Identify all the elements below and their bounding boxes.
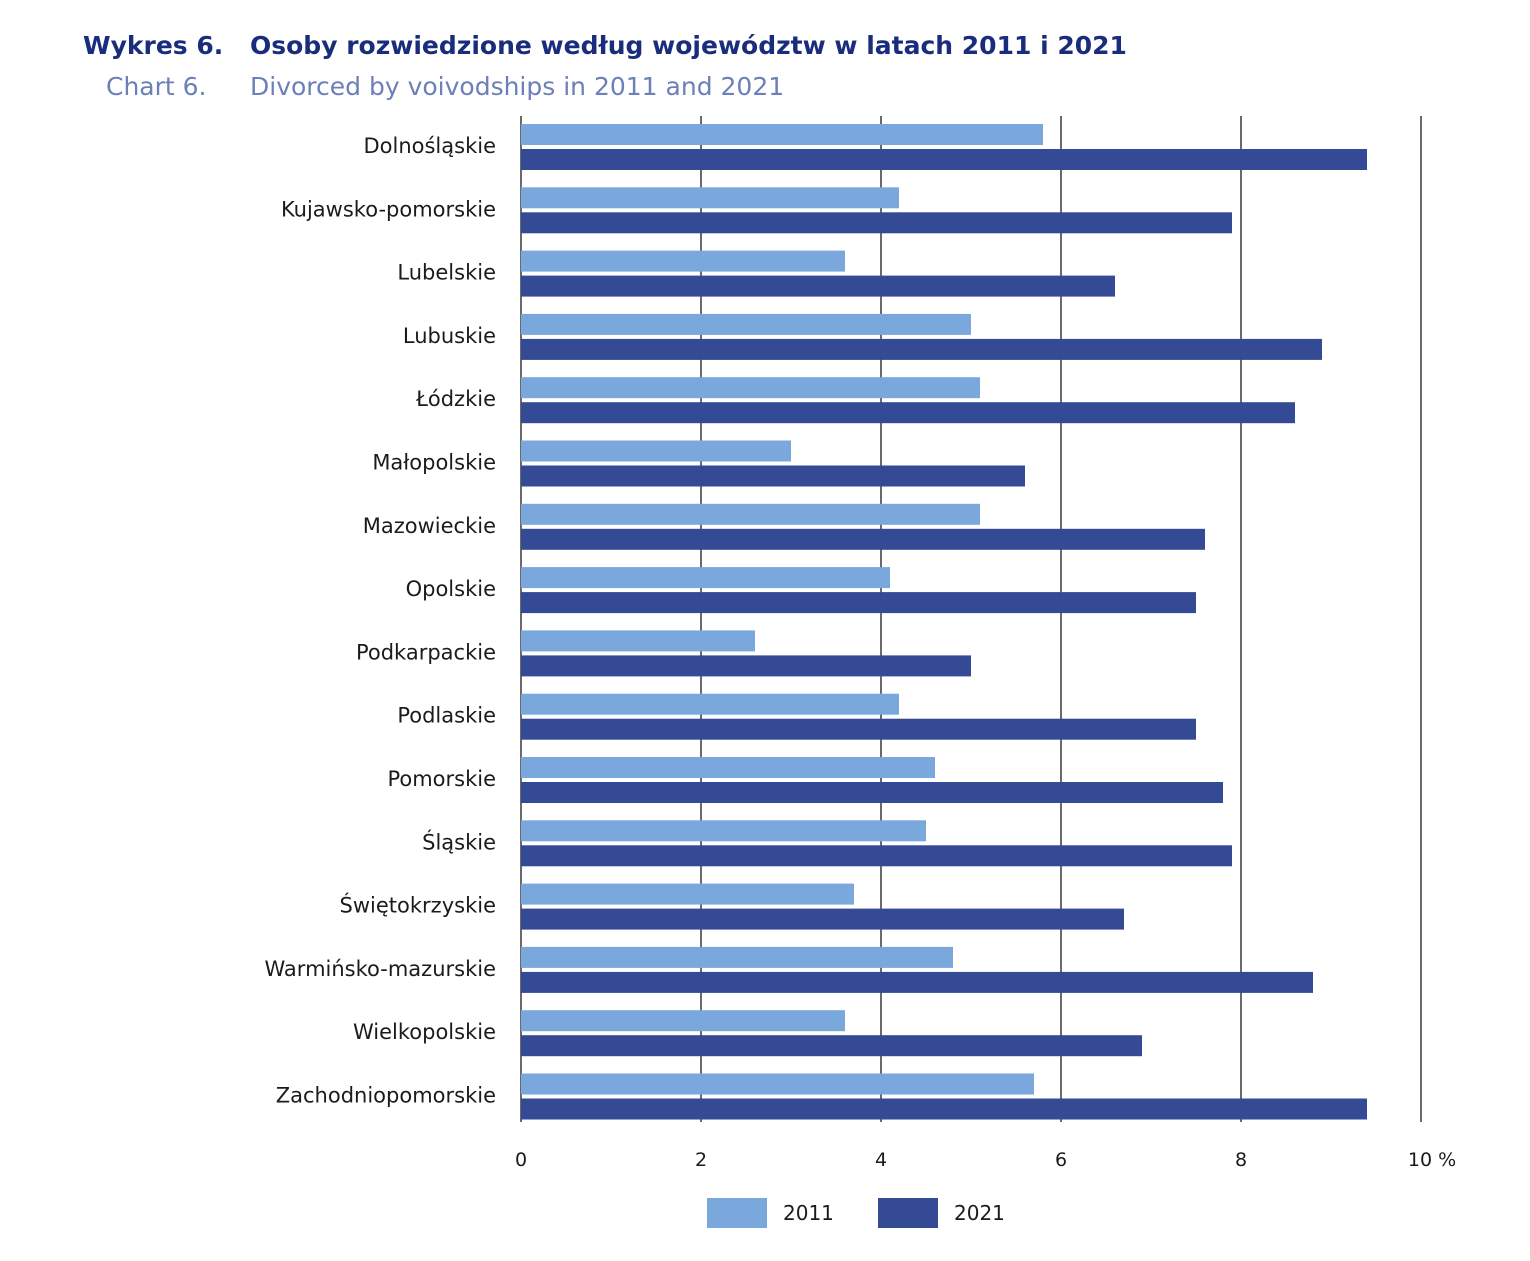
- bar-zachodniopomorskie-2021: [521, 1098, 1367, 1120]
- x-tick-label-2: 4: [875, 1149, 887, 1171]
- bar-lubelskie-2011: [521, 250, 845, 272]
- bar-dolnoslaskie-2011: [521, 124, 1043, 145]
- bar-warminsko-mazurskie-2011: [521, 946, 953, 968]
- bar-kujawsko-pomorskie-2011: [521, 187, 899, 209]
- bar-opolskie-2011: [521, 567, 890, 589]
- bar-podlaskie-2021: [521, 718, 1196, 740]
- category-label-mazowieckie: Mazowieckie: [363, 514, 496, 538]
- bars: [521, 124, 1367, 1120]
- bar-lubuskie-2021: [521, 338, 1322, 360]
- bar-lubuskie-2011: [521, 313, 971, 335]
- x-tick-label-0: 0: [515, 1149, 527, 1171]
- bar-malopolskie-2021: [521, 465, 1025, 487]
- x-axis-ticks: 0 2 4 6 8 10 %: [515, 1149, 1456, 1171]
- bar-opolskie-2021: [521, 592, 1196, 614]
- bar-warminsko-mazurskie-2021: [521, 971, 1313, 993]
- bar-slaskie-2011: [521, 820, 926, 842]
- bar-slaskie-2021: [521, 845, 1232, 867]
- category-label-podlaskie: Podlaskie: [397, 704, 496, 728]
- x-tick-label-5: 10 %: [1408, 1149, 1456, 1171]
- legend-swatch-2021: [878, 1198, 938, 1228]
- category-label-lubuskie: Lubuskie: [403, 324, 496, 348]
- category-label-pomorskie: Pomorskie: [387, 767, 496, 791]
- bar-zachodniopomorskie-2011: [521, 1073, 1034, 1095]
- legend-label-2021: 2021: [954, 1201, 1005, 1225]
- category-label-lubelskie: Lubelskie: [397, 261, 496, 285]
- bar-mazowieckie-2021: [521, 528, 1205, 550]
- bar-pomorskie-2021: [521, 782, 1223, 803]
- bar-pomorskie-2011: [521, 757, 935, 778]
- legend-label-2011: 2011: [783, 1201, 834, 1225]
- category-label-malopolskie: Małopolskie: [372, 451, 496, 475]
- bar-podkarpackie-2011: [521, 630, 755, 652]
- chart-title-pl: Osoby rozwiedzione według województw w l…: [250, 31, 1127, 60]
- category-label-podkarpackie: Podkarpackie: [356, 640, 496, 664]
- bar-podlaskie-2011: [521, 693, 899, 715]
- category-label-lodzkie: Łódzkie: [415, 387, 496, 411]
- x-tick-label-1: 2: [695, 1149, 707, 1171]
- bar-swietokrzyskie-2011: [521, 883, 854, 905]
- legend-item-2011: 2011: [707, 1198, 834, 1228]
- bar-wielkopolskie-2011: [521, 1010, 845, 1032]
- category-label-swietokrzyskie: Świętokrzyskie: [340, 893, 496, 918]
- bar-lubelskie-2021: [521, 275, 1115, 297]
- x-tick-label-4: 8: [1235, 1149, 1247, 1171]
- category-label-wielkopolskie: Wielkopolskie: [353, 1020, 496, 1044]
- category-labels: Dolnośląskie Kujawsko-pomorskie Lubelskie L…: [265, 134, 496, 1108]
- category-label-warminsko-mazurskie: Warmińsko-mazurskie: [265, 957, 496, 981]
- legend-item-2021: 2021: [878, 1198, 1005, 1228]
- bar-kujawsko-pomorskie-2021: [521, 212, 1232, 234]
- bar-lodzkie-2021: [521, 402, 1295, 424]
- category-label-zachodniopomorskie: Zachodniopomorskie: [276, 1084, 496, 1108]
- chart-title-en: Divorced by voivodships in 2011 and 2021: [250, 72, 785, 101]
- bar-dolnoslaskie-2021: [521, 149, 1367, 170]
- category-label-slaskie: Śląskie: [422, 829, 496, 854]
- legend-swatch-2011: [707, 1198, 767, 1228]
- category-label-dolnoslaskie: Dolnośląskie: [363, 134, 496, 158]
- bar-podkarpackie-2021: [521, 655, 971, 677]
- chart-label-pl: Wykres 6.: [83, 31, 224, 60]
- bar-malopolskie-2011: [521, 440, 791, 462]
- x-tick-label-3: 6: [1055, 1149, 1067, 1171]
- bar-wielkopolskie-2021: [521, 1035, 1142, 1057]
- bar-swietokrzyskie-2021: [521, 908, 1124, 930]
- bar-lodzkie-2011: [521, 377, 980, 399]
- category-label-opolskie: Opolskie: [406, 577, 496, 601]
- category-label-kujawsko-pomorskie: Kujawsko-pomorskie: [281, 197, 496, 221]
- chart-label-en: Chart 6.: [106, 72, 207, 101]
- bar-mazowieckie-2011: [521, 503, 980, 525]
